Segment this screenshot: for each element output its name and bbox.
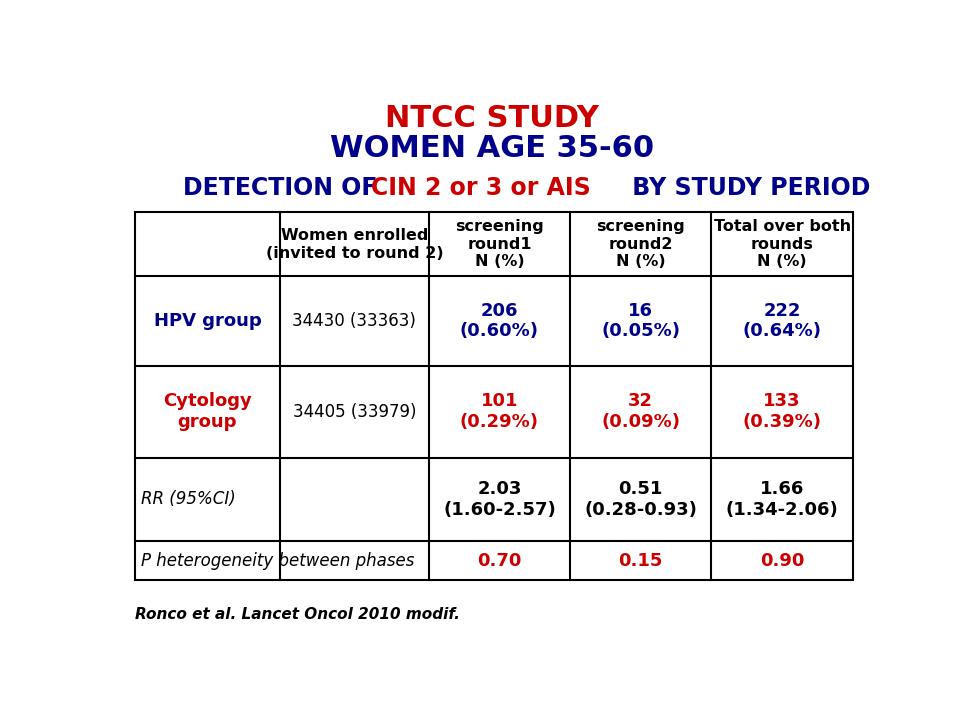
- Text: 0.51
(0.28-0.93): 0.51 (0.28-0.93): [585, 480, 697, 519]
- Text: CIN 2 or 3 or AIS: CIN 2 or 3 or AIS: [372, 176, 591, 200]
- Text: 34405 (33979): 34405 (33979): [293, 403, 416, 421]
- Text: 0.15: 0.15: [618, 552, 663, 570]
- Text: screening
round2
N (%): screening round2 N (%): [596, 219, 685, 269]
- Text: Total over both
rounds
N (%): Total over both rounds N (%): [713, 219, 851, 269]
- Text: P heterogeneity between phases: P heterogeneity between phases: [141, 552, 414, 570]
- Text: BY STUDY PERIOD: BY STUDY PERIOD: [624, 176, 871, 200]
- Text: 206
(0.60%): 206 (0.60%): [460, 302, 539, 340]
- Text: 16
(0.05%): 16 (0.05%): [601, 302, 681, 340]
- Text: 222
(0.64%): 222 (0.64%): [743, 302, 822, 340]
- Text: Women enrolled
(invited to round 2): Women enrolled (invited to round 2): [266, 228, 444, 261]
- Text: 0.70: 0.70: [477, 552, 521, 570]
- Text: 1.66
(1.34-2.06): 1.66 (1.34-2.06): [726, 480, 838, 519]
- Text: HPV group: HPV group: [154, 312, 261, 330]
- Text: 101
(0.29%): 101 (0.29%): [460, 392, 539, 431]
- Text: RR (95%CI): RR (95%CI): [141, 490, 235, 508]
- Text: 32
(0.09%): 32 (0.09%): [601, 392, 681, 431]
- Text: Cytology
group: Cytology group: [163, 392, 252, 431]
- Text: 34430 (33363): 34430 (33363): [293, 312, 417, 330]
- Text: DETECTION OF: DETECTION OF: [183, 176, 386, 200]
- Text: WOMEN AGE 35-60: WOMEN AGE 35-60: [330, 134, 654, 164]
- Text: 2.03
(1.60-2.57): 2.03 (1.60-2.57): [444, 480, 556, 519]
- Text: 0.90: 0.90: [760, 552, 804, 570]
- Text: Ronco et al. Lancet Oncol 2010 modif.: Ronco et al. Lancet Oncol 2010 modif.: [134, 607, 460, 622]
- Text: screening
round1
N (%): screening round1 N (%): [455, 219, 543, 269]
- Text: 133
(0.39%): 133 (0.39%): [743, 392, 822, 431]
- Text: NTCC STUDY: NTCC STUDY: [385, 104, 599, 132]
